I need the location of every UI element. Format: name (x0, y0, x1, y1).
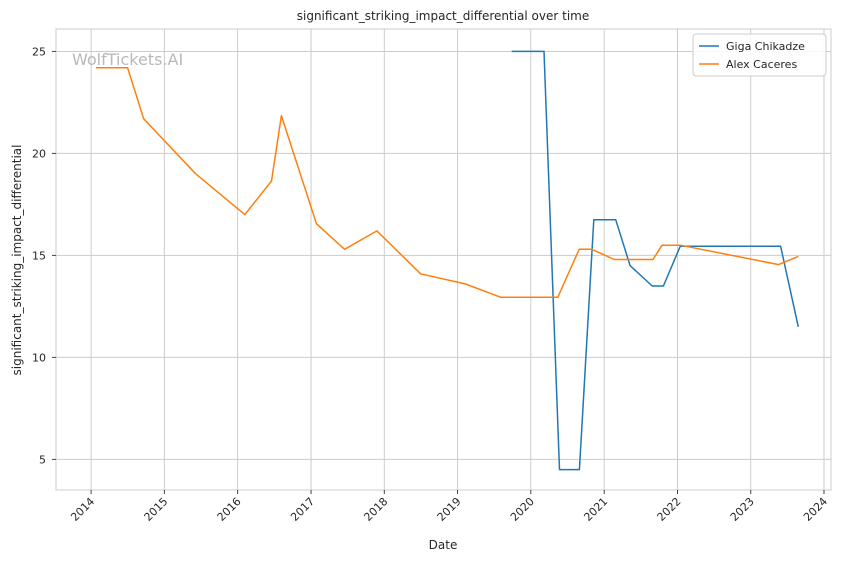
legend-box (692, 33, 827, 77)
x-tick-label: 2019 (435, 495, 464, 524)
legend-label: Alex Caceres (726, 58, 797, 71)
legend: Giga Chikadze Alex Caceres (692, 33, 827, 77)
x-tick-label: 2018 (361, 495, 390, 524)
y-tick-label: 25 (32, 45, 46, 58)
series-layer (95, 50, 800, 471)
y-tick-label: 5 (39, 453, 46, 466)
y-axis-label: significant_striking_impact_differential (10, 145, 24, 376)
x-axis-label: Date (429, 538, 458, 552)
x-tick-label: 2023 (728, 495, 757, 524)
series-line-alex-caceres (95, 67, 799, 298)
x-tick-label: 2022 (655, 495, 684, 524)
y-axis-ticks: 5 10 15 20 25 (32, 45, 56, 466)
x-axis-ticks: 2014 2015 2016 2017 2018 2019 2020 2021 2022 2023… (68, 490, 830, 524)
x-tick-label: 2017 (288, 495, 317, 524)
x-tick-label: 2015 (141, 495, 170, 524)
x-tick-label: 2014 (68, 495, 97, 524)
x-tick-label: 2021 (581, 495, 610, 524)
legend-label: Giga Chikadze (726, 40, 805, 53)
x-tick-label: 2024 (801, 495, 830, 524)
x-tick-label: 2016 (215, 495, 244, 524)
x-tick-label: 2020 (508, 495, 537, 524)
y-tick-label: 15 (32, 249, 46, 262)
watermark: WolfTickets.AI (72, 50, 183, 69)
y-tick-label: 10 (32, 351, 46, 364)
y-tick-label: 20 (32, 147, 46, 160)
grid (56, 29, 831, 490)
chart-title: significant_striking_impact_differential… (297, 9, 589, 23)
plot-area-frame (55, 28, 832, 491)
series-line-giga-chikadze (511, 50, 800, 471)
